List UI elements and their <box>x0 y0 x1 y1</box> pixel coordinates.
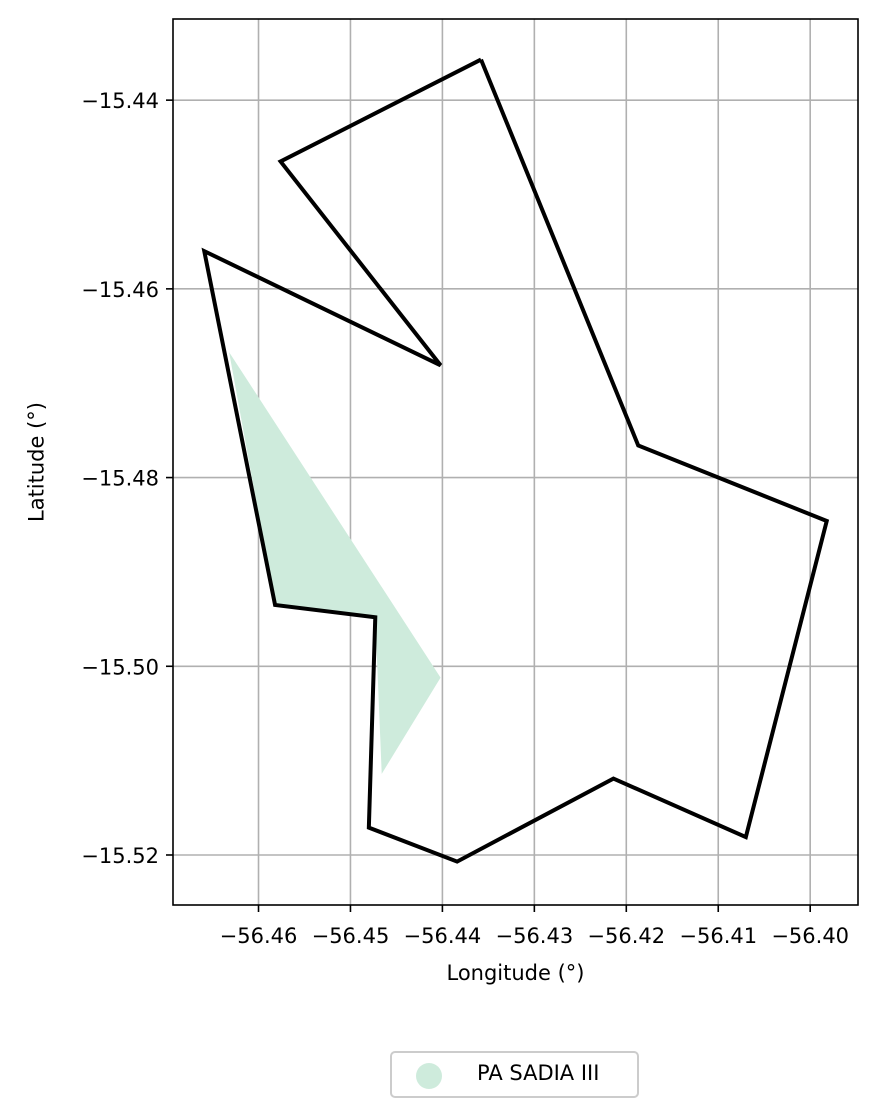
y-axis-label: Latitude (°) <box>24 402 48 522</box>
y-tick-label: −15.44 <box>81 89 159 113</box>
y-tick-label: −15.50 <box>81 655 159 679</box>
ticks: −56.46 −56.45 −56.44 −56.43 −56.42 −56.41 −56.… <box>81 89 849 948</box>
x-tick-label: −56.46 <box>220 924 298 948</box>
x-tick-label: −56.42 <box>587 924 665 948</box>
axes-frame <box>172 18 859 906</box>
x-tick-label: −56.44 <box>404 924 482 948</box>
boundary-outline <box>201 57 830 864</box>
filled-area <box>229 352 441 774</box>
x-tick-label: −56.45 <box>312 924 390 948</box>
legend: PA SADIA III <box>390 1051 639 1098</box>
x-axis-label: Longitude (°) <box>446 961 584 985</box>
x-tick-label: −56.40 <box>771 924 849 948</box>
x-tick-label: −56.43 <box>495 924 573 948</box>
y-tick-label: −15.52 <box>81 844 159 868</box>
x-tick-label: −56.41 <box>679 924 757 948</box>
legend-label: PA SADIA III <box>477 1061 600 1085</box>
y-tick-label: −15.46 <box>81 278 159 302</box>
grid-lines <box>173 19 858 905</box>
y-tick-label: −15.48 <box>81 467 159 491</box>
outline-layer <box>201 57 830 864</box>
fill-layer <box>229 352 441 774</box>
legend-marker-icon <box>416 1063 442 1089</box>
